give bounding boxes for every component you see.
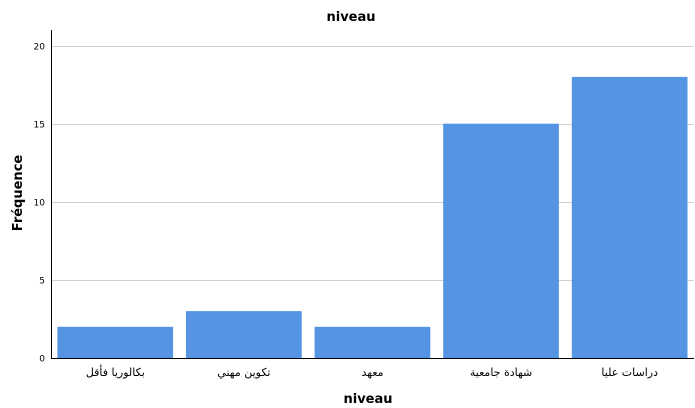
bar-2 bbox=[186, 311, 302, 358]
x-tick-label-4: شهادة جامعية bbox=[470, 366, 532, 379]
bars bbox=[57, 76, 688, 359]
x-tick-label-1: بكالوريا فأقل bbox=[86, 364, 145, 379]
y-tick-label-0: 0 bbox=[39, 355, 45, 365]
x-tick-labels: بكالوريا فأقل تكوين مهني معهد شهادة جامعية د… bbox=[86, 364, 658, 379]
x-tick-label-3: معهد bbox=[361, 366, 383, 379]
bar-3 bbox=[314, 326, 431, 358]
y-tick-label-20: 20 bbox=[34, 43, 46, 53]
bar-5 bbox=[571, 76, 688, 359]
y-tick-label-5: 5 bbox=[39, 277, 45, 287]
chart-title: niveau bbox=[326, 10, 375, 25]
y-tick-labels: 0 5 10 15 20 bbox=[34, 43, 46, 365]
x-axis-title: niveau bbox=[343, 392, 392, 407]
axes bbox=[51, 30, 694, 359]
y-tick-label-10: 10 bbox=[34, 199, 46, 209]
y-axis-title: Fréquence bbox=[11, 155, 26, 232]
bar-1 bbox=[57, 326, 174, 358]
x-tick-label-2: تكوين مهني bbox=[217, 366, 270, 379]
y-tick-label-15: 15 bbox=[34, 121, 45, 131]
bar-4 bbox=[443, 123, 559, 358]
x-tick-label-5: دراسات عليا bbox=[601, 366, 658, 379]
